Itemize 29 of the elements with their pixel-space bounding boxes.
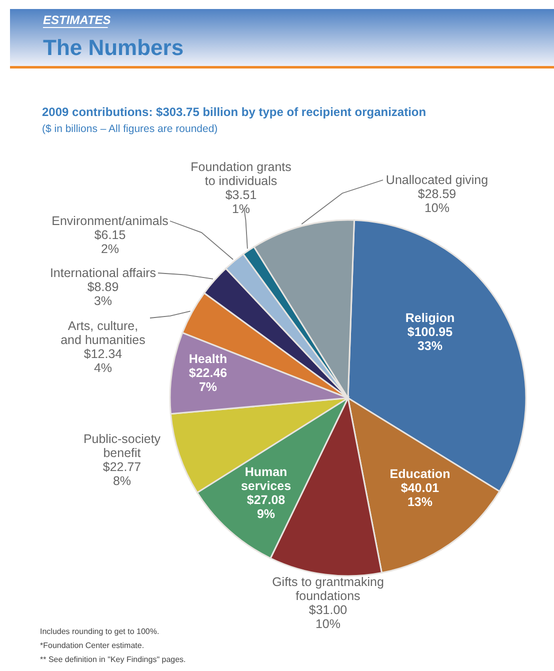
data-label: $6.15 2% (94, 228, 126, 256)
text: ($ in billions – All figures are rounded) (42, 123, 218, 135)
slice-label: Gifts to grantmaking foundations (272, 575, 384, 603)
text: ESTIMATES (43, 13, 111, 27)
data-label: $27.08 9% (246, 493, 286, 521)
slice-label: Religion (405, 311, 455, 325)
chart-subtitle: 2009 contributions: $303.75 billion by type of recipient organization (42, 105, 426, 119)
text: *Foundation Center estimate. (40, 641, 144, 650)
slice-label: Education (390, 467, 450, 481)
data-label: $28.59 10% (418, 187, 456, 215)
slice-label: Foundation grants to individuals (190, 160, 292, 188)
slice-label: Environment/animals (52, 214, 168, 228)
chart-title: The Numbers (43, 35, 184, 60)
data-label: $3.51 1% (225, 188, 257, 216)
slice-label: Unallocated giving (386, 173, 488, 187)
data-label: $40.01 13% (400, 481, 440, 509)
data-label: $31.00 10% (308, 603, 348, 631)
data-label: $12.34 4% (84, 347, 122, 375)
data-label: $22.46 7% (188, 366, 228, 394)
slice-label: Human services (240, 465, 292, 493)
slice-label: Public-society benefit (83, 432, 162, 460)
slice-label: International affairs (50, 266, 156, 280)
text: ** See definition in "Key Findings" pages. (40, 655, 186, 664)
data-label: $8.89 3% (87, 280, 119, 308)
slice-label: Health (188, 352, 228, 366)
text: Includes rounding to get to 100%. (40, 627, 160, 636)
slice-label: Arts, culture, and humanities (60, 319, 146, 347)
data-label: $22.77 8% (102, 460, 142, 488)
data-label: $100.95 33% (407, 325, 453, 353)
